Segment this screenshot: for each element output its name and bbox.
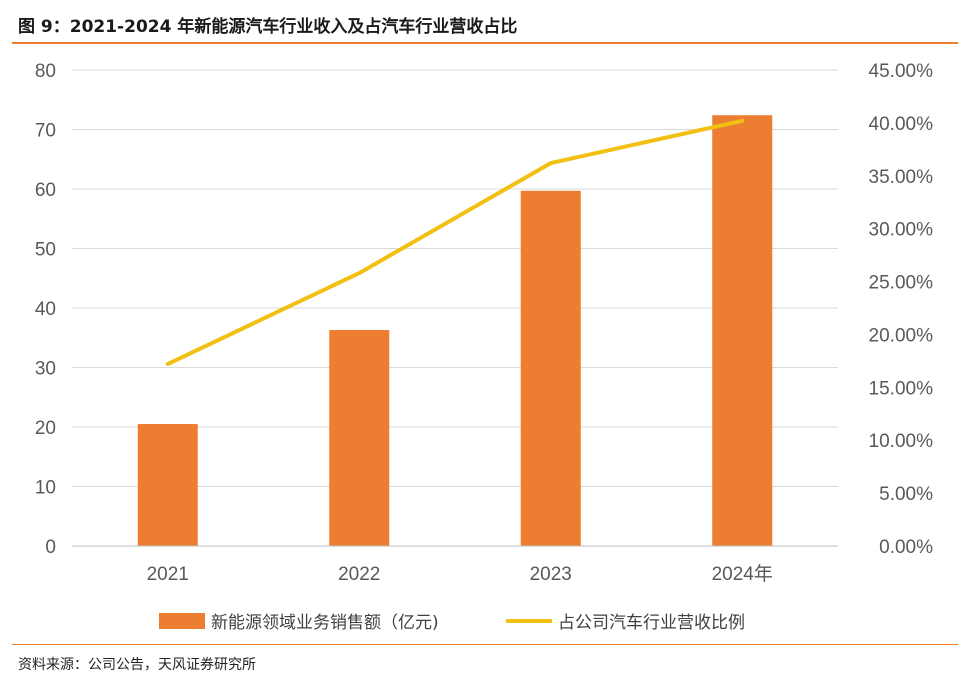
left-tick-label: 10 bbox=[35, 478, 56, 499]
left-tick-label: 40 bbox=[35, 299, 56, 320]
legend-swatch-bar bbox=[159, 613, 205, 629]
x-tick-label: 2023 bbox=[530, 564, 572, 585]
bar bbox=[520, 190, 581, 546]
line-point bbox=[358, 272, 360, 274]
line-point bbox=[167, 363, 169, 365]
combo-chart: 0 10 20 30 40 50 60 70 80 0.00% 5.00% 10.00% 15.00%… bbox=[35, 61, 934, 633]
source-note: 资料来源：公司公告，天风证券研究所 bbox=[18, 657, 256, 673]
bar-series bbox=[137, 115, 773, 546]
line-point bbox=[741, 120, 743, 122]
x-tick-label: 2022 bbox=[338, 564, 380, 585]
left-tick-label: 50 bbox=[35, 240, 56, 261]
right-tick-label: 5.00% bbox=[879, 484, 933, 505]
gridlines bbox=[72, 69, 838, 487]
x-tick-label: 2021 bbox=[147, 564, 189, 585]
right-tick-label: 35.00% bbox=[869, 167, 934, 188]
left-tick-label: 80 bbox=[35, 61, 56, 82]
left-tick-label: 60 bbox=[35, 180, 56, 201]
right-tick-label: 10.00% bbox=[869, 431, 934, 452]
bar bbox=[329, 330, 390, 546]
left-tick-label: 20 bbox=[35, 418, 56, 439]
x-tick-label: 2024年 bbox=[712, 563, 773, 585]
right-tick-label: 45.00% bbox=[869, 61, 934, 82]
right-axis-ticks: 0.00% 5.00% 10.00% 15.00% 20.00% 25.00% 30.00%… bbox=[869, 61, 934, 558]
left-tick-label: 30 bbox=[35, 359, 56, 380]
line-point bbox=[550, 162, 552, 164]
line-path bbox=[165, 118, 745, 367]
right-tick-label: 20.00% bbox=[869, 325, 934, 346]
bar bbox=[712, 115, 773, 546]
legend-label-bar: 新能源领域业务销售额（亿元) bbox=[211, 613, 439, 633]
x-axis-ticks: 2021 2022 2023 2024年 bbox=[147, 563, 773, 585]
left-tick-label: 70 bbox=[35, 121, 56, 142]
line-series bbox=[165, 118, 745, 367]
right-tick-label: 40.00% bbox=[869, 114, 934, 135]
left-axis-ticks: 0 10 20 30 40 50 60 70 80 bbox=[35, 61, 56, 558]
left-tick-label: 0 bbox=[45, 537, 56, 558]
legend-label-line: 占公司汽车行业营收比例 bbox=[558, 613, 745, 633]
right-tick-label: 0.00% bbox=[879, 537, 933, 558]
legend: 新能源领域业务销售额（亿元) 占公司汽车行业营收比例 bbox=[159, 613, 745, 633]
bar bbox=[137, 424, 198, 546]
right-tick-label: 15.00% bbox=[869, 378, 934, 399]
figure-title: 图 9：2021-2024 年新能源汽车行业收入及占汽车行业营收占比 bbox=[18, 17, 518, 37]
footer-divider bbox=[12, 644, 958, 645]
title-divider bbox=[12, 42, 958, 44]
right-tick-label: 25.00% bbox=[869, 273, 934, 294]
right-tick-label: 30.00% bbox=[869, 220, 934, 241]
